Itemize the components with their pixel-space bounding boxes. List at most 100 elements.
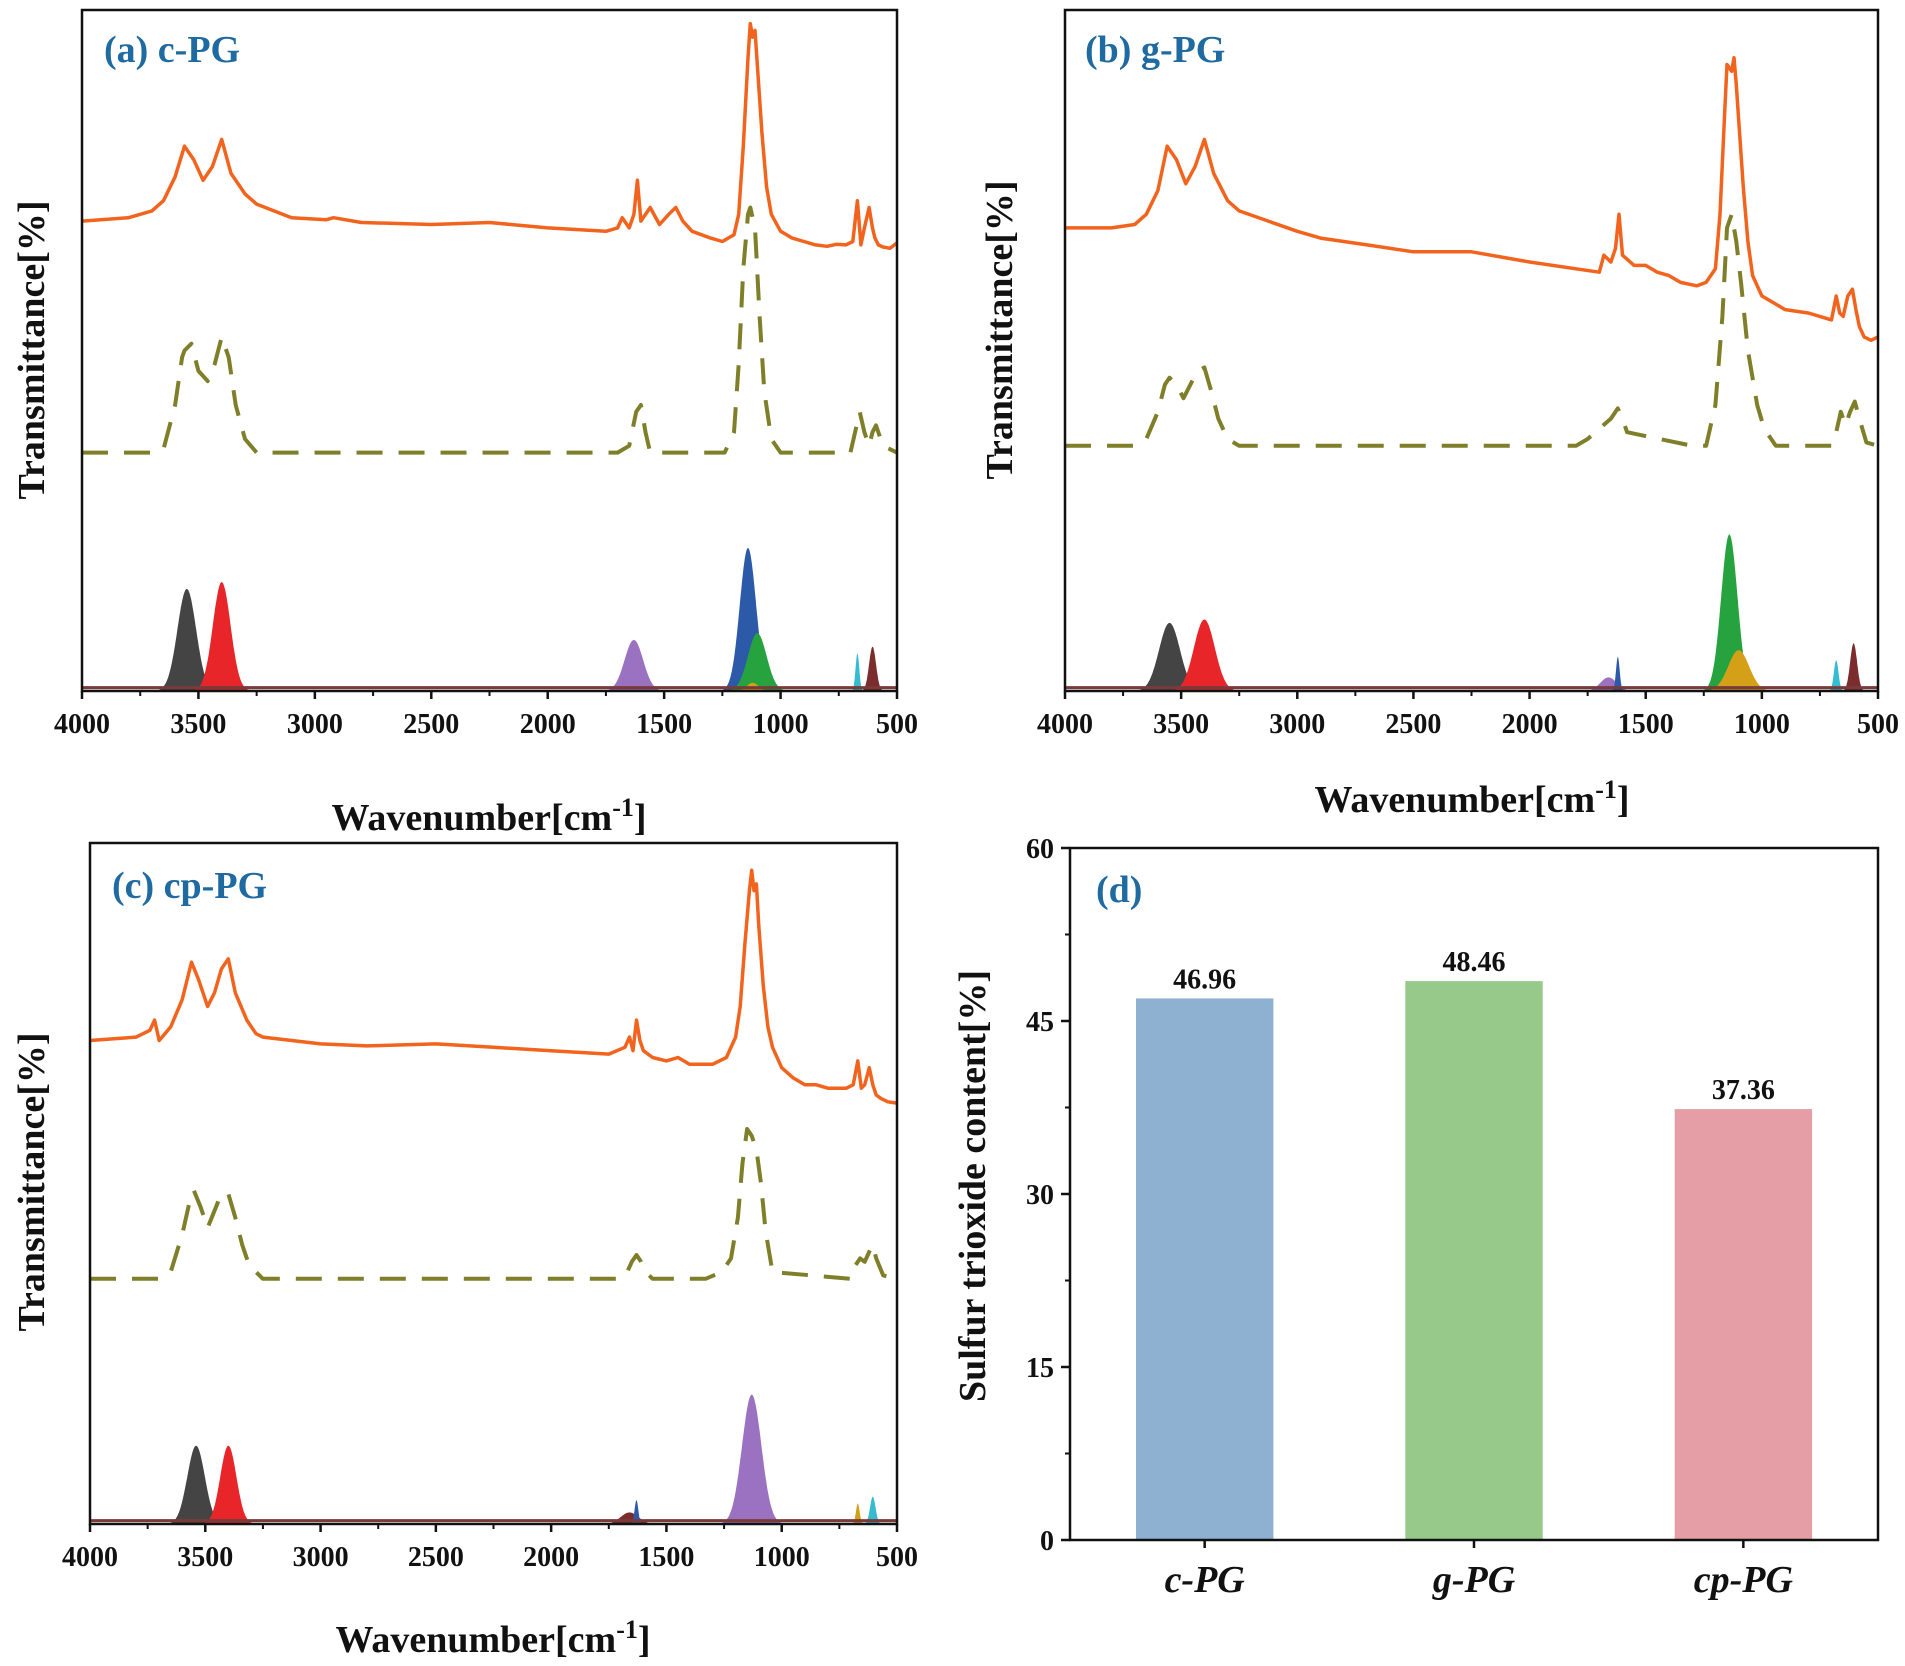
- panel-c-fit-peak-4: [630, 1500, 643, 1524]
- panel-c-x-tick-label-2500: 2500: [408, 1542, 464, 1573]
- panel-a-y-axis-label: Transmittance[%]: [11, 200, 53, 499]
- panel-d-bar-value-cp-PG: 37.36: [1712, 1075, 1775, 1106]
- panel-b-x-tick-label-2000: 2000: [1502, 709, 1558, 740]
- panel-b-marks: [1065, 55, 1879, 691]
- panel-c-x-tick-label-3500: 3500: [177, 1542, 233, 1573]
- panel-b-fit-peak-4: [1611, 657, 1624, 691]
- panel-c-fit-peak-1: [168, 1445, 225, 1524]
- panel-c-x-tick-label-1000: 1000: [754, 1542, 810, 1573]
- panel-a-title: (a) c-PG: [104, 29, 240, 71]
- panel-c-fit-peak-5: [720, 1394, 783, 1524]
- panel-c-x-axis-label: Wavenumber[cm-1]: [335, 1615, 650, 1661]
- panel-a-x-axis-label: Wavenumber[cm-1]: [331, 793, 646, 839]
- panel-d-y-tick-label-15: 15: [1026, 1353, 1054, 1384]
- panel-d-category-label-cp-PG: cp-PG: [1694, 1559, 1794, 1601]
- panel-c-x-tick-label-500: 500: [876, 1542, 918, 1573]
- panel-b-x-tick-label-1000: 1000: [1734, 709, 1790, 740]
- panel-c-x-axis-label-sup: -1: [616, 1615, 638, 1644]
- panel-b-y-axis-label: Transmittance[%]: [979, 180, 1021, 479]
- panel-a-cpg-ftir: 4000 3500 3000 2500 2000 1500 1000 500 (a) c-PG…: [11, 8, 918, 839]
- panel-a-series-measured-spectrum: [81, 21, 899, 251]
- panel-a-x-tick-label-4000: 4000: [54, 709, 110, 740]
- panel-a-fit-peak-5: [727, 633, 788, 691]
- panel-d-y-tick-label-30: 30: [1026, 1180, 1054, 1211]
- panel-c-cppg-ftir: 4000 3500 3000 2500 2000 1500 1000 500 (c) cp-P…: [11, 841, 918, 1661]
- panel-b-x-tick-label-500: 500: [1857, 709, 1899, 740]
- panel-b-fit-peak-2: [1170, 619, 1238, 691]
- panel-c-fit-peak-2: [202, 1445, 255, 1524]
- panel-d-y-tick-label-0: 0: [1040, 1526, 1054, 1557]
- panel-d-category-label-c-PG: c-PG: [1165, 1559, 1246, 1601]
- panel-d-bar-g-PG: [1405, 981, 1543, 1540]
- panel-d-bar-value-c-PG: 46.96: [1173, 964, 1236, 995]
- panel-b-x-tick-label-3000: 3000: [1269, 709, 1325, 740]
- panel-b-title: (b) g-PG: [1085, 29, 1225, 71]
- panel-b-x-tick-label-1500: 1500: [1618, 709, 1674, 740]
- panel-a-x-ticks: 4000 3500 3000 2500 2000 1500 1000 500: [54, 691, 918, 740]
- panel-a-fit-peak-3: [604, 639, 664, 691]
- panel-a-fit-peak-1: [157, 588, 217, 691]
- panel-c-x-tick-label-4000: 4000: [62, 1542, 118, 1573]
- panel-a-series-fitted-envelope: [82, 205, 898, 455]
- panel-b-x-axis-label-sup: -1: [1595, 775, 1617, 804]
- panel-c-x-tick-label-1500: 1500: [638, 1542, 694, 1573]
- panel-b-x-axis-label-main: Wavenumber[cm: [1314, 779, 1595, 821]
- panel-b-x-tick-label-4000: 4000: [1037, 709, 1093, 740]
- panel-b-series-measured-spectrum: [1065, 55, 1879, 343]
- panel-d-bar-c-PG: [1136, 998, 1274, 1540]
- panel-d-y-tick-label-60: 60: [1026, 834, 1054, 865]
- panel-b-x-tick-label-3500: 3500: [1153, 709, 1209, 740]
- panel-c-frame: [88, 841, 899, 1526]
- panel-c-x-axis-label-main: Wavenumber[cm: [335, 1619, 616, 1661]
- panel-a-x-tick-label-3500: 3500: [170, 709, 226, 740]
- panel-c-series-measured-spectrum: [89, 868, 898, 1105]
- panel-c-y-axis-label: Transmittance[%]: [11, 1032, 53, 1331]
- panel-a-x-axis-label-main: Wavenumber[cm: [331, 797, 612, 839]
- panel-b-x-ticks: 4000 3500 3000 2500 2000 1500 1000 500: [1037, 691, 1899, 740]
- panel-c-x-tick-label-2000: 2000: [523, 1542, 579, 1573]
- panel-b-gpg-ftir: 4000 3500 3000 2500 2000 1500 1000 500 (b) g-PG…: [979, 8, 1899, 821]
- panel-b-x-tick-label-2500: 2500: [1385, 709, 1441, 740]
- panel-b-frame: [1063, 8, 1880, 693]
- panel-a-x-tick-label-2000: 2000: [520, 709, 576, 740]
- panel-a-x-tick-label-500: 500: [876, 709, 918, 740]
- panel-d-bar-cp-PG: [1674, 1109, 1813, 1540]
- panel-d-category-label-g-PG: g-PG: [1432, 1559, 1516, 1601]
- panel-b-x-axis-label-close: ]: [1617, 779, 1630, 821]
- panel-c-series-fitted-envelope: [90, 1127, 898, 1281]
- panel-a-frame: [80, 8, 899, 693]
- panel-c-fit-peak-3: [601, 1512, 658, 1524]
- panel-c-fit-peak-7: [863, 1496, 882, 1524]
- panel-a-x-tick-label-2500: 2500: [403, 709, 459, 740]
- panel-c-x-tick-label-3000: 3000: [293, 1542, 349, 1573]
- panel-d-y-tick-label-45: 45: [1026, 1007, 1054, 1038]
- panel-b-x-axis-label: Wavenumber[cm-1]: [1314, 775, 1629, 821]
- panel-a-x-tick-label-3000: 3000: [287, 709, 343, 740]
- panel-a-fit-peak-7: [851, 653, 864, 691]
- panel-b-fit-peak-8: [1842, 643, 1865, 691]
- panel-c-title: (c) cp-PG: [112, 865, 267, 907]
- panel-b-series-fitted-envelope: [1065, 212, 1879, 448]
- panel-d-bars: 46.96 48.46 37.36: [1136, 947, 1813, 1540]
- panel-a-marks: [81, 21, 899, 691]
- panel-d-category-labels: c-PG g-PG cp-PG: [1165, 1540, 1794, 1601]
- panel-d-title: (d): [1096, 869, 1142, 911]
- panel-b-fit-peak-6: [1705, 650, 1773, 691]
- panel-a-x-axis-label-sup: -1: [612, 793, 634, 822]
- panel-c-fit-peak-6: [851, 1503, 864, 1524]
- panel-b-fit-peak-5: [1703, 534, 1756, 691]
- panel-a-x-tick-label-1500: 1500: [636, 709, 692, 740]
- panel-a-x-axis-label-close: ]: [634, 797, 647, 839]
- panel-b-fit-peak-1: [1136, 622, 1203, 691]
- panel-a-fit-peak-8: [861, 646, 884, 691]
- panel-d-y-axis-label: Sulfur trioxide content[%]: [952, 970, 994, 1402]
- panel-a-fit-peak-2: [193, 582, 250, 691]
- panel-d-y-ticks: 0 15 30 45 60: [1026, 834, 1070, 1557]
- panel-b-fit-peak-7: [1828, 660, 1844, 691]
- panel-c-x-ticks: 4000 3500 3000 2500 2000 1500 1000 500: [62, 1524, 918, 1573]
- panel-a-x-tick-label-1000: 1000: [753, 709, 809, 740]
- panel-d-bar-value-g-PG: 48.46: [1443, 947, 1506, 978]
- panel-c-marks: [89, 868, 898, 1524]
